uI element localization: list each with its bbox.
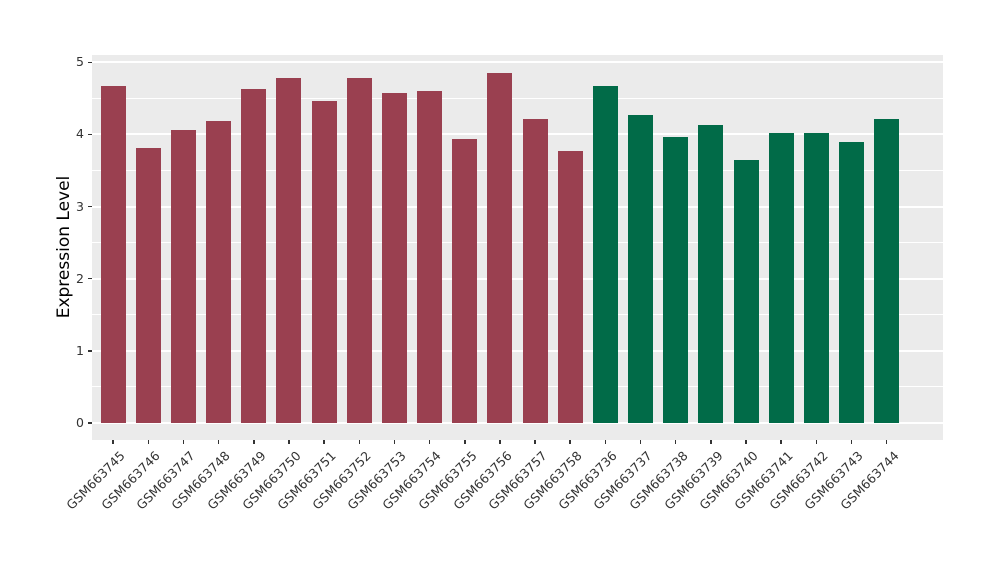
x-tick-mark — [253, 440, 255, 444]
bar-GSM663749 — [241, 88, 267, 423]
major-gridline — [92, 205, 943, 208]
bar-GSM663745 — [100, 86, 126, 423]
y-axis-title: Expression Level — [54, 175, 74, 319]
x-tick-mark — [147, 440, 149, 444]
minor-gridline — [92, 314, 943, 316]
minor-gridline — [92, 386, 943, 388]
bar-GSM663753 — [381, 93, 407, 423]
x-tick-mark — [674, 440, 677, 444]
x-tick-mark — [499, 440, 501, 444]
major-gridline — [92, 61, 943, 64]
y-tick-mark — [88, 61, 92, 64]
x-tick-mark — [217, 440, 220, 444]
y-tick-label: 3 — [76, 198, 84, 214]
x-tick-mark — [639, 440, 642, 444]
bar-GSM663744 — [874, 119, 900, 423]
y-tick-label: 2 — [76, 270, 84, 286]
bar-GSM663754 — [417, 91, 443, 423]
x-tick-mark — [780, 440, 782, 444]
y-tick-mark — [88, 422, 92, 424]
x-tick-mark — [288, 440, 290, 444]
x-tick-mark — [710, 440, 712, 444]
y-tick-label: 1 — [76, 342, 84, 358]
x-tick-mark — [323, 440, 325, 444]
x-tick-mark — [850, 440, 853, 444]
x-tick-mark — [358, 440, 360, 444]
bar-GSM663750 — [276, 78, 302, 423]
y-tick-label: 5 — [76, 54, 84, 70]
bar-GSM663736 — [592, 86, 618, 423]
bar-GSM663748 — [206, 121, 232, 423]
bar-GSM663741 — [768, 132, 794, 423]
bar-GSM663752 — [346, 78, 372, 423]
minor-gridline — [92, 242, 943, 244]
y-tick-label: 4 — [76, 126, 84, 142]
y-tick-mark — [88, 133, 92, 136]
y-tick-mark — [88, 350, 92, 352]
x-tick-mark — [182, 440, 185, 444]
minor-gridline — [92, 170, 943, 171]
major-gridline — [92, 133, 943, 136]
x-tick-mark — [112, 440, 114, 444]
bar-GSM663738 — [663, 137, 689, 423]
bar-GSM663739 — [698, 125, 724, 423]
x-tick-mark — [569, 440, 571, 444]
plot-panel — [92, 55, 943, 440]
y-tick-mark — [88, 205, 92, 208]
y-tick-label: 0 — [76, 415, 84, 430]
bar-GSM663740 — [733, 159, 759, 423]
bar-GSM663751 — [311, 101, 337, 423]
bar-GSM663758 — [557, 151, 583, 423]
major-gridline — [92, 422, 943, 424]
x-tick-mark — [428, 440, 431, 444]
major-gridline — [92, 277, 943, 280]
bar-GSM663737 — [628, 114, 654, 423]
bar-GSM663757 — [522, 119, 548, 423]
bar-GSM663742 — [803, 132, 829, 423]
bar-GSM663747 — [170, 130, 196, 423]
x-tick-mark — [604, 440, 607, 444]
bar-GSM663746 — [135, 148, 161, 423]
x-tick-mark — [745, 440, 747, 444]
minor-gridline — [92, 97, 943, 99]
y-tick-mark — [88, 277, 92, 280]
x-tick-mark — [815, 440, 818, 444]
x-tick-mark — [534, 440, 536, 444]
x-tick-mark — [885, 440, 888, 444]
major-gridline — [92, 349, 943, 352]
x-tick-mark — [464, 440, 466, 444]
bar-GSM663755 — [452, 139, 478, 423]
x-tick-mark — [393, 440, 396, 444]
bar-GSM663743 — [839, 141, 865, 423]
bar-GSM663756 — [487, 73, 513, 423]
